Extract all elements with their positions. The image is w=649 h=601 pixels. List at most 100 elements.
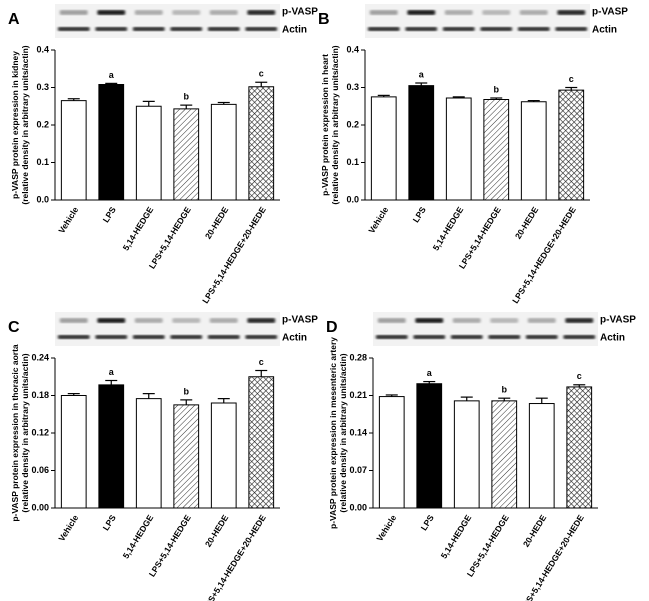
x-tick-label: LPS bbox=[419, 513, 436, 533]
blot-band bbox=[557, 10, 586, 15]
bar bbox=[378, 396, 405, 509]
bar bbox=[135, 105, 162, 201]
y-tick-label: 0.0 bbox=[346, 194, 359, 204]
blot-band bbox=[415, 318, 444, 323]
blot-band bbox=[132, 27, 165, 31]
blot-background bbox=[55, 312, 280, 346]
y-tick-label: 0.14 bbox=[349, 427, 367, 437]
blot-band bbox=[563, 335, 596, 339]
y-axis-label-line: (relative density in arbitrary units/act… bbox=[338, 353, 348, 512]
panel-label: A bbox=[8, 11, 20, 28]
y-tick-label: 0.4 bbox=[36, 44, 49, 54]
y-tick-label: 0.07 bbox=[349, 465, 367, 475]
blot-band bbox=[555, 27, 588, 31]
y-axis-label-line: p-VASP protein expression in mesenteric … bbox=[328, 337, 338, 529]
x-tick-label: 5,14-HEDGE bbox=[439, 513, 474, 561]
bar bbox=[248, 86, 275, 201]
blot-label: Actin bbox=[282, 333, 307, 344]
blot-band bbox=[245, 335, 278, 339]
y-tick-label: 0.2 bbox=[36, 119, 49, 129]
y-axis-label-line: p-VASP protein expression in heart bbox=[320, 54, 330, 196]
panel-label: B bbox=[318, 11, 330, 28]
blot-band bbox=[452, 318, 481, 323]
blot-band bbox=[367, 27, 400, 31]
x-tick-label: LPS+5,14-HEDGE bbox=[147, 513, 193, 579]
y-tick-label: 0.4 bbox=[346, 44, 359, 54]
significance-letter: c bbox=[569, 74, 574, 84]
y-tick-label: 0.18 bbox=[31, 390, 49, 400]
blot-band bbox=[450, 335, 483, 339]
panel-label: D bbox=[326, 319, 338, 336]
blot-band bbox=[207, 335, 240, 339]
y-tick-label: 0.2 bbox=[346, 119, 359, 129]
bar bbox=[98, 384, 125, 509]
significance-letter: a bbox=[419, 69, 425, 79]
blot-band bbox=[247, 10, 276, 15]
significance-letter: c bbox=[259, 69, 264, 79]
blot-band bbox=[170, 27, 203, 31]
bar bbox=[483, 99, 510, 201]
y-tick-label: 0.1 bbox=[36, 157, 49, 167]
blot-band bbox=[57, 27, 90, 31]
bar bbox=[135, 398, 162, 509]
blot-background bbox=[55, 4, 280, 38]
bar bbox=[445, 97, 472, 201]
y-axis-label-line: p-VASP protein expression in thoracic ao… bbox=[10, 344, 20, 522]
blot-band bbox=[245, 27, 278, 31]
blot-label: p-VASP bbox=[282, 7, 318, 18]
significance-letter: b bbox=[494, 84, 500, 94]
x-tick-label: 5,14-HEDGE bbox=[121, 513, 156, 561]
blot-label: Actin bbox=[282, 25, 307, 36]
blot-band bbox=[134, 318, 163, 323]
y-axis-label: p-VASP protein expression in kidney(rela… bbox=[10, 45, 30, 204]
bar bbox=[60, 100, 87, 201]
significance-letter: b bbox=[502, 385, 508, 395]
y-tick-label: 0.0 bbox=[36, 194, 49, 204]
blot-band bbox=[444, 10, 473, 15]
y-tick-label: 0.06 bbox=[31, 465, 49, 475]
blot-band bbox=[490, 318, 519, 323]
x-tick-label: 5,14-HEDGE bbox=[121, 205, 156, 253]
x-tick-label: LPS+5,14-HEDGE+20-HEDE bbox=[200, 513, 268, 601]
y-tick-label: 0.00 bbox=[31, 502, 49, 512]
blot-band bbox=[59, 318, 88, 323]
blot-band bbox=[172, 318, 201, 323]
blot-band bbox=[405, 27, 438, 31]
significance-letter: a bbox=[109, 70, 115, 80]
y-axis-label-line: (relative density in arbitrary units/act… bbox=[20, 353, 30, 512]
panel-label: C bbox=[8, 319, 20, 336]
bar bbox=[173, 404, 200, 509]
blot-band bbox=[97, 318, 126, 323]
bar bbox=[408, 85, 435, 201]
bar bbox=[416, 383, 443, 509]
blot-band bbox=[525, 335, 558, 339]
x-tick-label: LPS+5,14-HEDGE+20-HEDE bbox=[200, 205, 268, 306]
x-tick-label: LPS+5,14-HEDGE bbox=[147, 205, 193, 271]
x-tick-label: 5,14-HEDGE bbox=[431, 205, 466, 253]
blot-label: p-VASP bbox=[282, 315, 318, 326]
y-tick-label: 0.28 bbox=[349, 352, 367, 362]
blot-label: p-VASP bbox=[600, 315, 636, 326]
x-tick-label: LPS+5,14-HEDGE bbox=[457, 205, 503, 271]
blot-band bbox=[442, 27, 475, 31]
blot-band bbox=[407, 10, 436, 15]
y-axis-label-line: p-VASP protein expression in kidney bbox=[10, 51, 20, 199]
x-tick-label: 20-HEDE bbox=[513, 205, 541, 241]
blot-band bbox=[209, 10, 238, 15]
bar bbox=[248, 376, 275, 509]
bar bbox=[491, 400, 518, 509]
blot-band bbox=[95, 335, 128, 339]
x-tick-label: 20-HEDE bbox=[203, 513, 231, 549]
x-tick-label: Vehicle bbox=[374, 513, 398, 543]
blot-band bbox=[95, 27, 128, 31]
x-tick-label: LPS bbox=[101, 513, 118, 533]
blot-band bbox=[97, 10, 126, 15]
y-tick-label: 0.3 bbox=[346, 82, 359, 92]
y-tick-label: 0.00 bbox=[349, 502, 367, 512]
bar bbox=[173, 108, 200, 201]
blot-band bbox=[519, 10, 548, 15]
blot-background bbox=[365, 4, 590, 38]
